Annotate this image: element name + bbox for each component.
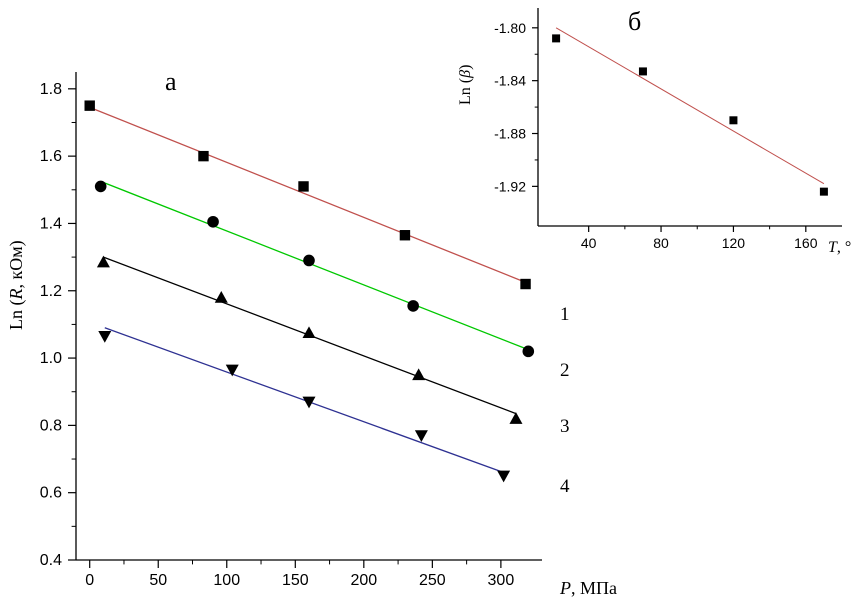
main-x-tick-label: 50 <box>149 572 167 589</box>
main-data-point-3 <box>96 255 110 268</box>
inset-x-tick-label: 120 <box>722 235 746 251</box>
main-y-tick-label: 0.6 <box>40 485 62 502</box>
panel-label-a: а <box>165 67 177 96</box>
series-label-4: 4 <box>560 476 570 497</box>
main-fit-line-2 <box>100 180 529 351</box>
series-labels: 1 2 3 4 <box>560 304 570 497</box>
main-fit-lines <box>89 106 529 474</box>
x-axis-unit: , МПа <box>571 578 617 598</box>
series-label-2: 2 <box>560 360 570 381</box>
x-axis-title: P, МПа <box>559 578 617 598</box>
y-axis-title: Ln (R, кОм) <box>6 240 27 330</box>
inset-x-tick-label: 40 <box>581 235 597 251</box>
panel-label-b: б <box>628 7 641 36</box>
series-label-1: 1 <box>560 304 570 325</box>
main-fit-line-4 <box>104 327 504 474</box>
series-label-3: 3 <box>560 416 570 437</box>
main-x-tick-label: 100 <box>213 572 240 589</box>
inset-markers <box>552 34 828 196</box>
main-data-point-1 <box>84 100 95 111</box>
inset-chart: 40 80 120 160 -1.92 -1.88 -1.84 -1.80 б T, ° Ln… <box>457 7 851 256</box>
main-data-point-1 <box>198 150 209 162</box>
y-axis-suffix: , кОм) <box>6 240 27 288</box>
main-y-tick-label: 0.4 <box>40 552 62 569</box>
inset-data-point-1 <box>819 187 828 196</box>
inset-y-axis-var: β <box>457 70 474 79</box>
main-x-tick-label: 150 <box>282 572 309 589</box>
main-data-point-2 <box>407 300 419 312</box>
inset-x-axis-var: T <box>828 239 838 256</box>
y-axis-prefix: Ln ( <box>6 300 27 331</box>
inset-ticks: 40 80 120 160 -1.92 -1.88 -1.84 -1.80 <box>494 20 818 251</box>
main-chart: 0 50 100 150 200 250 300 0.4 0.6 0.8 1.0 1.2 1.4 1.6 1… <box>6 67 617 598</box>
main-data-point-1 <box>298 181 309 192</box>
main-data-point-3 <box>509 412 523 424</box>
inset-axes <box>537 8 842 227</box>
inset-fit-lines <box>555 27 825 185</box>
inset-x-axis-title: T, ° <box>828 239 851 256</box>
main-data-point-4 <box>98 330 112 343</box>
main-y-tick-label: 0.8 <box>40 417 62 434</box>
main-data-point-1 <box>399 230 411 241</box>
main-data-point-3 <box>302 326 316 339</box>
x-axis-var: P <box>559 578 571 598</box>
main-data-point-4 <box>414 430 428 442</box>
y-axis-var: R <box>6 289 26 301</box>
main-y-tick-label: 1.2 <box>40 283 62 300</box>
inset-y-tick-label: -1.88 <box>494 126 526 142</box>
main-y-tick-label: 1.6 <box>40 148 62 165</box>
inset-data-point-1 <box>552 34 561 43</box>
main-data-point-3 <box>214 290 228 303</box>
main-data-point-4 <box>497 470 511 483</box>
main-data-point-2 <box>207 215 219 228</box>
main-x-tick-label: 0 <box>85 572 94 589</box>
main-x-tick-label: 300 <box>488 572 515 589</box>
inset-y-tick-label: -1.92 <box>494 178 526 194</box>
inset-x-tick-label: 160 <box>794 235 818 251</box>
main-data-point-2 <box>303 254 315 267</box>
inset-y-axis-prefix: Ln ( <box>457 78 474 105</box>
inset-y-axis-title: Ln (β) <box>457 65 474 105</box>
main-ticks: 0 50 100 150 200 250 300 0.4 0.6 0.8 1.0 1.2 1.4 1.6 1… <box>40 81 515 589</box>
main-y-tick-label: 1.8 <box>40 81 62 98</box>
main-fit-line-1 <box>89 106 526 283</box>
main-markers <box>84 100 535 483</box>
inset-y-axis-suffix: ) <box>457 65 474 70</box>
inset-fit-line-1 <box>555 27 825 185</box>
inset-y-tick-label: -1.80 <box>494 20 526 36</box>
main-x-tick-label: 200 <box>350 572 377 589</box>
inset-x-axis-unit: , ° <box>837 239 851 256</box>
main-data-point-4 <box>302 396 316 409</box>
main-y-tick-label: 1.4 <box>40 215 62 232</box>
main-x-tick-label: 250 <box>419 572 446 589</box>
main-axes <box>75 72 542 561</box>
main-data-point-4 <box>225 364 239 377</box>
inset-y-tick-label: -1.84 <box>494 73 526 89</box>
inset-data-point-1 <box>638 67 647 76</box>
inset-x-tick-label: 80 <box>653 235 669 251</box>
main-data-point-3 <box>412 368 426 381</box>
main-data-point-2 <box>94 180 107 193</box>
inset-data-point-1 <box>729 116 738 125</box>
main-data-point-2 <box>522 345 535 358</box>
main-y-tick-label: 1.0 <box>40 350 62 367</box>
main-data-point-1 <box>520 278 531 290</box>
